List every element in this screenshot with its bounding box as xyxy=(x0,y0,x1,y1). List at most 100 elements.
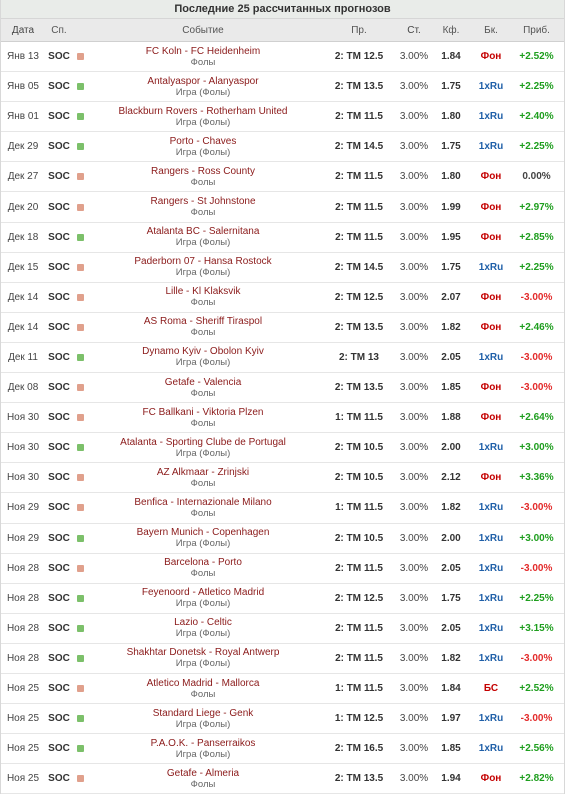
event-category: Фолы xyxy=(190,688,216,700)
event-link[interactable]: Paderborn 07 - Hansa Rostock xyxy=(134,256,272,268)
table-row[interactable]: Янв 13 SOC FC Koln - FC Heidenheim Фолы 2: Т… xyxy=(1,42,564,73)
event-link[interactable]: Porto - Chaves xyxy=(169,135,237,147)
table-row[interactable]: Дек 27 SOC Rangers - Ross County Фолы 2: ТМ … xyxy=(1,162,564,193)
table-row[interactable]: Ноя 28 SOC Shakhtar Donetsk - Royal Antwer… xyxy=(1,644,564,674)
row-bookmaker[interactable]: Фон xyxy=(480,51,502,63)
row-event: Atalanta BC - Salernitana Игра (Фолы) xyxy=(87,223,319,252)
table-row[interactable]: Дек 15 SOC Paderborn 07 - Hansa Rostock Игр… xyxy=(1,253,564,283)
row-bookmaker[interactable]: Фон xyxy=(480,201,502,213)
event-link[interactable]: Dynamo Kyiv - Obolon Kyiv xyxy=(142,346,264,358)
row-prediction: 1: ТМ 11.5 xyxy=(335,683,383,695)
header-bookmaker[interactable]: Бк. xyxy=(484,24,498,36)
event-link[interactable]: Atletico Madrid - Mallorca xyxy=(146,677,260,689)
event-link[interactable]: AS Roma - Sheriff Tiraspol xyxy=(143,316,263,328)
result-loss-marker-icon xyxy=(76,384,84,392)
row-prediction: 2: ТМ 11.5 xyxy=(335,201,383,213)
row-bookmaker[interactable]: 1xRu xyxy=(478,622,504,634)
table-row[interactable]: Ноя 29 SOC Benfica - Internazionale Milano… xyxy=(1,493,564,524)
row-sport: SOC xyxy=(48,231,70,243)
event-link[interactable]: AZ Alkmaar - Zrinjski xyxy=(156,466,250,478)
table-row[interactable]: Ноя 30 SOC Atalanta - Sporting Clube de Po… xyxy=(1,433,564,464)
row-bookmaker[interactable]: 1xRu xyxy=(478,532,504,544)
event-link[interactable]: Standard Liege - Genk xyxy=(152,707,254,719)
row-bookmaker[interactable]: Фон xyxy=(480,171,502,183)
row-profit: 0.00% xyxy=(522,171,551,183)
header-date[interactable]: Дата xyxy=(11,24,35,36)
row-bookmaker[interactable]: 1xRu xyxy=(478,502,504,514)
table-row[interactable]: Янв 01 SOC Blackburn Rovers - Rotherham Un… xyxy=(1,102,564,133)
row-bookmaker[interactable]: Фон xyxy=(480,231,502,243)
header-odds[interactable]: Кф. xyxy=(442,24,460,36)
event-link[interactable]: Rangers - St Johnstone xyxy=(150,196,256,208)
table-row[interactable]: Ноя 25 SOC Getafe - Almeria Фолы 2: ТМ 13.5 3… xyxy=(1,764,564,794)
row-prediction: 2: ТМ 11.5 xyxy=(335,111,383,123)
table-row[interactable]: Янв 05 SOC Antalyaspor - Alanyaspor Игра (Ф… xyxy=(1,72,564,103)
row-bookmaker[interactable]: Фон xyxy=(480,321,502,333)
row-bookmaker[interactable]: 1xRu xyxy=(478,743,504,755)
event-link[interactable]: Getafe - Valencia xyxy=(164,376,242,388)
table-row[interactable]: Дек 11 SOC Dynamo Kyiv - Obolon Kyiv Игра (… xyxy=(1,343,564,374)
table-row[interactable]: Ноя 25 SOC Atletico Madrid - Mallorca Фолы 1… xyxy=(1,674,564,705)
row-bookmaker[interactable]: 1xRu xyxy=(478,713,504,725)
event-link[interactable]: Benfica - Internazionale Milano xyxy=(134,496,272,508)
header-event[interactable]: Событие xyxy=(182,24,224,36)
row-sport: SOC xyxy=(48,713,70,725)
table-row[interactable]: Дек 08 SOC Getafe - Valencia Фолы 2: ТМ 13.5… xyxy=(1,373,564,404)
table-row[interactable]: Ноя 25 SOC P.A.O.K. - Panserraikos Игра (Фо… xyxy=(1,734,564,765)
event-link[interactable]: Getafe - Almeria xyxy=(166,767,240,779)
row-bookmaker[interactable]: 1xRu xyxy=(478,592,504,604)
event-link[interactable]: Atalanta BC - Salernitana xyxy=(146,226,260,238)
row-bookmaker[interactable]: 1xRu xyxy=(478,351,504,363)
event-link[interactable]: FC Ballkani - Viktoria Plzen xyxy=(142,406,264,418)
header-profit[interactable]: Приб. xyxy=(523,24,550,36)
event-link[interactable]: Lille - Kl Klaksvik xyxy=(165,286,241,298)
table-row[interactable]: Ноя 29 SOC Bayern Munich - Copenhagen Игра … xyxy=(1,524,564,554)
event-link[interactable]: FC Koln - FC Heidenheim xyxy=(145,45,261,57)
table-row[interactable]: Ноя 28 SOC Barcelona - Porto Фолы 2: ТМ 11.5… xyxy=(1,554,564,584)
row-bookmaker[interactable]: Фон xyxy=(480,773,502,785)
row-bookmaker[interactable]: 1xRu xyxy=(478,261,504,273)
row-bookmaker[interactable]: 1xRu xyxy=(478,141,504,153)
event-link[interactable]: Shakhtar Donetsk - Royal Antwerp xyxy=(126,647,280,659)
table-row[interactable]: Ноя 28 SOC Lazio - Celtic Игра (Фолы) 2: ТМ … xyxy=(1,614,564,644)
row-bookmaker[interactable]: Фон xyxy=(480,382,502,394)
row-profit: +2.25% xyxy=(519,141,554,153)
row-bookmaker[interactable]: 1xRu xyxy=(478,562,504,574)
header-sport[interactable]: Сп. xyxy=(51,24,67,36)
row-bookmaker[interactable]: Фон xyxy=(480,412,502,424)
event-link[interactable]: Lazio - Celtic xyxy=(174,617,232,629)
table-row[interactable]: Ноя 30 SOC FC Ballkani - Viktoria Plzen Фол… xyxy=(1,403,564,434)
row-bookmaker[interactable]: Фон xyxy=(480,291,502,303)
event-link[interactable]: Rangers - Ross County xyxy=(151,165,255,177)
row-bookmaker[interactable]: 1xRu xyxy=(478,111,504,123)
row-stake: 3.00% xyxy=(399,442,429,454)
header-prediction[interactable]: Пр. xyxy=(351,24,367,36)
header-stake[interactable]: Ст. xyxy=(407,24,421,36)
table-row[interactable]: Дек 29 SOC Porto - Chaves Игра (Фолы) 2: ТМ … xyxy=(1,132,564,163)
table-row[interactable]: Дек 20 SOC Rangers - St Johnstone Фолы 2: ТМ… xyxy=(1,192,564,223)
event-link[interactable]: Feyenoord - Atletico Madrid xyxy=(141,587,265,599)
table-row[interactable]: Дек 14 SOC AS Roma - Sheriff Tiraspol Фолы 2… xyxy=(1,313,564,343)
row-bookmaker[interactable]: 1xRu xyxy=(478,442,504,454)
table-header: Дата Сп. Событие Пр. Ст. Кф. Бк. Приб. xyxy=(1,19,564,42)
event-link[interactable]: Barcelona - Porto xyxy=(164,557,242,569)
event-link[interactable]: P.A.O.K. - Panserraikos xyxy=(150,737,256,749)
event-link[interactable]: Blackburn Rovers - Rotherham United xyxy=(118,105,288,117)
row-bookmaker[interactable]: 1xRu xyxy=(478,652,504,664)
table-row[interactable]: Ноя 30 SOC AZ Alkmaar - Zrinjski Фолы 2: ТМ … xyxy=(1,463,564,494)
row-bookmaker[interactable]: 1xRu xyxy=(478,81,504,93)
table-row[interactable]: Ноя 25 SOC Standard Liege - Genk Игра (Фолы… xyxy=(1,704,564,735)
event-link[interactable]: Bayern Munich - Copenhagen xyxy=(136,527,270,539)
event-category: Игра (Фолы) xyxy=(175,116,231,128)
table-row[interactable]: Дек 18 SOC Atalanta BC - Salernitana Игра (… xyxy=(1,223,564,253)
table-row[interactable]: Ноя 28 SOC Feyenoord - Atletico Madrid Игра… xyxy=(1,584,564,614)
event-link[interactable]: Atalanta - Sporting Clube de Portugal xyxy=(120,436,286,448)
row-prediction: 2: ТМ 10.5 xyxy=(334,442,384,454)
row-bookmaker[interactable]: БС xyxy=(483,683,499,695)
event-link[interactable]: Antalyaspor - Alanyaspor xyxy=(147,75,259,87)
table-row[interactable]: Дек 14 SOC Lille - Kl Klaksvik Фолы 2: ТМ 12… xyxy=(1,283,564,313)
row-bookmaker[interactable]: Фон xyxy=(480,472,502,484)
row-stake: 3.00% xyxy=(399,321,429,333)
row-date: Дек 14 xyxy=(7,321,39,333)
row-odds: 1.88 xyxy=(441,412,461,424)
